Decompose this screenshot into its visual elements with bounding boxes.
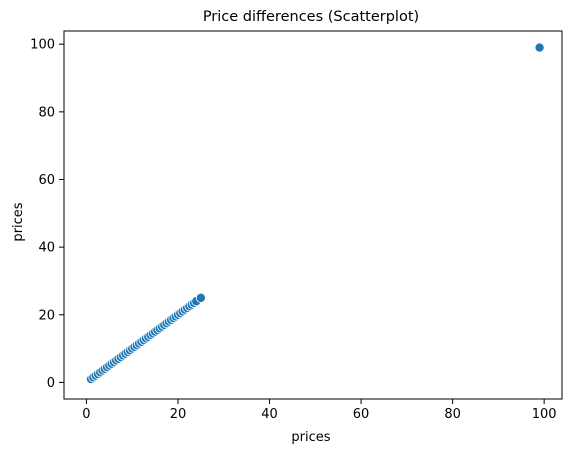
- data-points: [86, 42, 545, 385]
- y-axis-label: prices: [11, 202, 26, 241]
- y-tick-label: 20: [38, 308, 55, 323]
- y-tick-label: 60: [38, 173, 55, 188]
- y-tick-label: 40: [38, 241, 55, 256]
- x-tick-label: 60: [353, 407, 370, 422]
- plot-area: [63, 30, 563, 400]
- x-axis-ticks: 0 20 40 60 80 100: [82, 399, 557, 422]
- chart-title: Price differences (Scatterplot): [203, 9, 419, 25]
- data-point: [534, 42, 545, 53]
- y-tick-label: 0: [47, 376, 55, 391]
- y-axis-ticks: 0 20 40 60 80 100: [30, 38, 64, 391]
- x-axis-label: prices: [291, 430, 330, 445]
- x-tick-label: 100: [532, 407, 557, 422]
- x-tick-label: 40: [261, 407, 278, 422]
- x-tick-label: 80: [444, 407, 461, 422]
- x-tick-label: 0: [82, 407, 90, 422]
- y-tick-label: 80: [38, 105, 55, 120]
- y-tick-label: 100: [30, 38, 55, 53]
- plot-frame: [63, 30, 563, 400]
- data-point: [195, 292, 206, 303]
- x-tick-label: 20: [170, 407, 187, 422]
